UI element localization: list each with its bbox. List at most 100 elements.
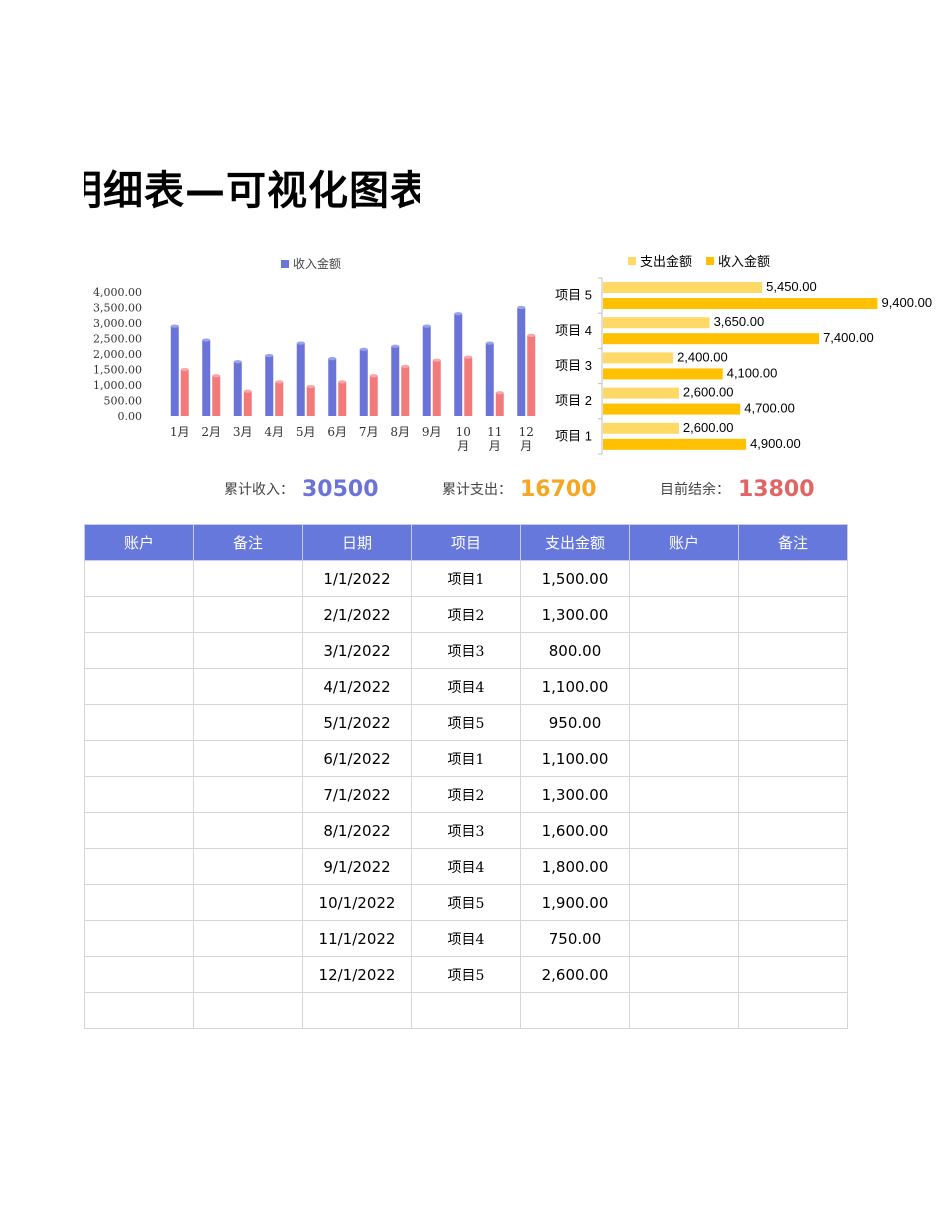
bar-cap <box>432 358 441 362</box>
cell-note-2[interactable] <box>738 740 848 777</box>
table-row: 7/1/2022 项目2 1,300.00 <box>84 776 848 813</box>
cell-account[interactable] <box>84 884 194 921</box>
cell-account[interactable] <box>84 812 194 849</box>
cell-date[interactable]: 9/1/2022 <box>302 848 412 885</box>
cell-date[interactable]: 8/1/2022 <box>302 812 412 849</box>
cell-project[interactable]: 项目5 <box>411 956 521 993</box>
cell-note[interactable] <box>193 776 303 813</box>
cell-expense[interactable]: 1,100.00 <box>520 668 630 705</box>
cell-project[interactable]: 项目4 <box>411 920 521 957</box>
cell-account[interactable] <box>84 560 194 597</box>
header-date: 日期 <box>302 524 412 561</box>
cell-account-2[interactable] <box>629 632 739 669</box>
x-tick-label: 1月 <box>170 425 190 439</box>
cell-note[interactable] <box>193 668 303 705</box>
cell-account-2[interactable] <box>629 920 739 957</box>
cell-note[interactable] <box>193 848 303 885</box>
cell-date[interactable]: 7/1/2022 <box>302 776 412 813</box>
cell-note[interactable] <box>193 596 303 633</box>
cell-expense[interactable]: 950.00 <box>520 704 630 741</box>
page-title: 明细表—可视化图表 <box>84 168 420 214</box>
cell-project[interactable]: 项目4 <box>411 848 521 885</box>
income-bar <box>603 368 723 380</box>
cell-project[interactable]: 项目5 <box>411 884 521 921</box>
cell-expense[interactable]: 750.00 <box>520 920 630 957</box>
expense-bar <box>603 387 679 399</box>
cell-account-2[interactable] <box>629 848 739 885</box>
cell-account[interactable] <box>84 992 194 1029</box>
cell-note[interactable] <box>193 704 303 741</box>
cell-note[interactable] <box>193 812 303 849</box>
cell-note-2[interactable] <box>738 884 848 921</box>
cell-account-2[interactable] <box>629 992 739 1029</box>
cell-date[interactable]: 10/1/2022 <box>302 884 412 921</box>
cell-account-2[interactable] <box>629 812 739 849</box>
cell-date[interactable]: 12/1/2022 <box>302 956 412 993</box>
cell-project[interactable] <box>411 992 521 1029</box>
cell-expense[interactable]: 1,800.00 <box>520 848 630 885</box>
cell-date[interactable]: 11/1/2022 <box>302 920 412 957</box>
cell-project[interactable]: 项目2 <box>411 596 521 633</box>
expense-bar <box>180 369 189 416</box>
cell-note-2[interactable] <box>738 560 848 597</box>
cell-expense[interactable]: 1,100.00 <box>520 740 630 777</box>
cell-date[interactable]: 5/1/2022 <box>302 704 412 741</box>
cell-note-2[interactable] <box>738 632 848 669</box>
cell-project[interactable]: 项目1 <box>411 560 521 597</box>
cell-account[interactable] <box>84 668 194 705</box>
cell-expense[interactable]: 1,900.00 <box>520 884 630 921</box>
cell-project[interactable]: 项目4 <box>411 668 521 705</box>
cell-date[interactable]: 1/1/2022 <box>302 560 412 597</box>
cell-note-2[interactable] <box>738 812 848 849</box>
cell-expense[interactable]: 800.00 <box>520 632 630 669</box>
cell-account[interactable] <box>84 704 194 741</box>
cell-date[interactable]: 2/1/2022 <box>302 596 412 633</box>
cell-note[interactable] <box>193 560 303 597</box>
cell-note-2[interactable] <box>738 956 848 993</box>
cell-note[interactable] <box>193 632 303 669</box>
cell-expense[interactable]: 1,600.00 <box>520 812 630 849</box>
cell-note-2[interactable] <box>738 848 848 885</box>
cell-account[interactable] <box>84 920 194 957</box>
cell-account[interactable] <box>84 596 194 633</box>
cell-note-2[interactable] <box>738 920 848 957</box>
cell-project[interactable]: 项目1 <box>411 740 521 777</box>
cell-note[interactable] <box>193 740 303 777</box>
cell-note-2[interactable] <box>738 704 848 741</box>
cell-expense[interactable]: 1,300.00 <box>520 596 630 633</box>
cell-note[interactable] <box>193 920 303 957</box>
cell-account[interactable] <box>84 740 194 777</box>
cell-note-2[interactable] <box>738 668 848 705</box>
cell-project[interactable]: 项目3 <box>411 812 521 849</box>
cell-note[interactable] <box>193 884 303 921</box>
cell-account[interactable] <box>84 848 194 885</box>
cell-account-2[interactable] <box>629 668 739 705</box>
cell-date[interactable] <box>302 992 412 1029</box>
cell-account-2[interactable] <box>629 596 739 633</box>
cell-note[interactable] <box>193 956 303 993</box>
cell-note-2[interactable] <box>738 992 848 1029</box>
cell-account[interactable] <box>84 956 194 993</box>
cell-note[interactable] <box>193 992 303 1029</box>
cell-date[interactable]: 4/1/2022 <box>302 668 412 705</box>
cell-date[interactable]: 6/1/2022 <box>302 740 412 777</box>
cell-expense[interactable] <box>520 992 630 1029</box>
cell-account[interactable] <box>84 632 194 669</box>
cell-account-2[interactable] <box>629 560 739 597</box>
cell-project[interactable]: 项目3 <box>411 632 521 669</box>
cell-account[interactable] <box>84 776 194 813</box>
cell-note-2[interactable] <box>738 776 848 813</box>
cell-project[interactable]: 项目2 <box>411 776 521 813</box>
x-tick-label: 9月 <box>422 425 442 439</box>
cell-account-2[interactable] <box>629 884 739 921</box>
cell-expense[interactable]: 1,500.00 <box>520 560 630 597</box>
cell-date[interactable]: 3/1/2022 <box>302 632 412 669</box>
cell-note-2[interactable] <box>738 596 848 633</box>
cell-account-2[interactable] <box>629 740 739 777</box>
cell-expense[interactable]: 2,600.00 <box>520 956 630 993</box>
cell-account-2[interactable] <box>629 704 739 741</box>
cell-account-2[interactable] <box>629 956 739 993</box>
cell-expense[interactable]: 1,300.00 <box>520 776 630 813</box>
cell-account-2[interactable] <box>629 776 739 813</box>
cell-project[interactable]: 项目5 <box>411 704 521 741</box>
